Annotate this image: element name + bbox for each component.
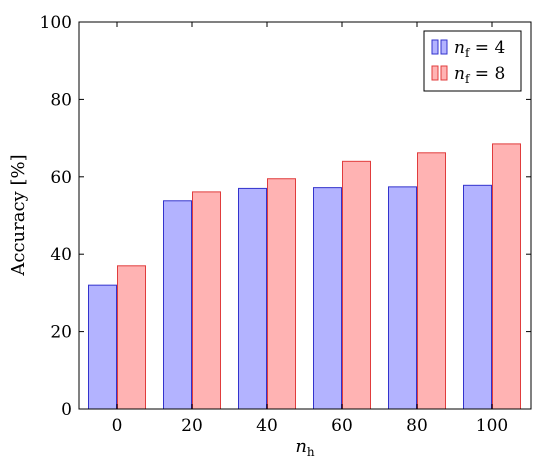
legend-label-series-1: nf = 4 <box>454 38 505 60</box>
y-axis-label: Accuracy [%] <box>8 154 29 276</box>
legend-swatch-series-2-a <box>431 65 439 81</box>
legend: nf = 4 nf = 8 <box>423 30 522 92</box>
y-tick-label: 20 <box>50 323 72 343</box>
x-tick-label: 20 <box>181 416 203 436</box>
bar-series-1-80 <box>388 186 417 410</box>
y-tick-label: 100 <box>40 13 72 33</box>
bar-series-1-20 <box>163 200 192 410</box>
y-tick-label: 80 <box>50 90 72 110</box>
bar-series-2-80 <box>417 152 446 410</box>
y-tick-label: 40 <box>50 245 72 265</box>
x-axis-label: nh <box>295 436 315 459</box>
plot-frame <box>78 21 532 410</box>
bar-series-2-0 <box>117 265 146 410</box>
legend-swatch-series-1-b <box>440 39 448 55</box>
y-tick-label: 0 <box>61 400 72 420</box>
x-tick-label: 60 <box>331 416 353 436</box>
bar-series-1-40 <box>238 187 267 410</box>
bar-series-2-60 <box>342 160 371 410</box>
bar-series-2-100 <box>492 143 521 410</box>
legend-item-series-2: nf = 8 <box>431 64 505 86</box>
x-tick-label: 100 <box>476 416 508 436</box>
bar-series-1-60 <box>313 187 342 410</box>
x-axis-label-sub: h <box>307 445 315 459</box>
bar-series-1-100 <box>463 184 492 410</box>
legend-label-series-2: nf = 8 <box>454 64 505 86</box>
x-tick-label: 80 <box>406 416 428 436</box>
x-tick-label: 40 <box>256 416 278 436</box>
legend-swatch-series-1-a <box>431 39 439 55</box>
y-tick-label: 60 <box>50 168 72 188</box>
bar-series-2-40 <box>267 178 296 410</box>
x-tick-label: 0 <box>112 416 123 436</box>
x-axis-label-main: n <box>295 436 307 457</box>
ticks-layer: 0 20 40 60 80 100 0 20 40 60 80 100 <box>40 13 531 436</box>
legend-frame <box>423 30 522 92</box>
bar-series-1-0 <box>88 284 117 410</box>
legend-swatch-series-2-b <box>440 65 448 81</box>
bars-layer <box>88 143 521 410</box>
bar-series-2-20 <box>192 191 221 410</box>
legend-item-series-1: nf = 4 <box>431 38 505 60</box>
